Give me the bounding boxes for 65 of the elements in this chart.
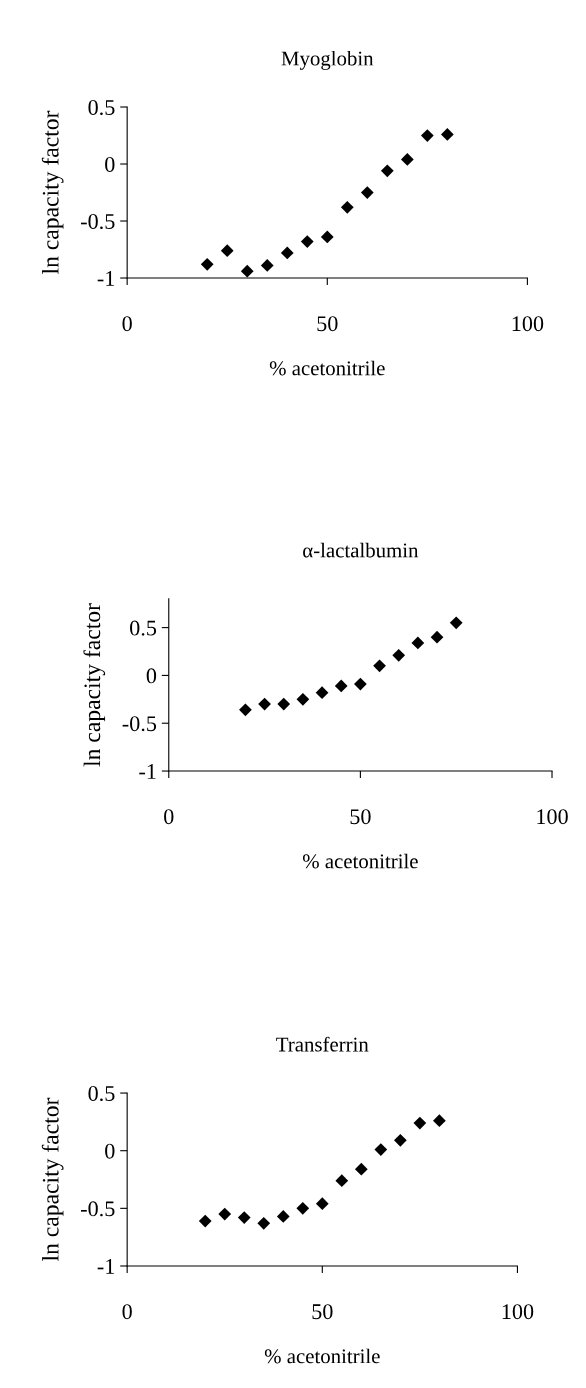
point [257, 1216, 271, 1230]
y-tick-label: -1 [139, 764, 156, 779]
y-tick-label: 0 [146, 668, 157, 684]
point [320, 230, 334, 244]
y-tick-label: -1 [97, 271, 115, 286]
point [430, 630, 444, 644]
x-tick-label: 50 [317, 316, 338, 332]
y-tick-label: -0.5 [81, 213, 115, 230]
point [296, 1201, 310, 1215]
point [258, 697, 271, 711]
point [280, 246, 294, 260]
x-axis-title: % acetonitrile [302, 853, 418, 869]
point [413, 1116, 427, 1130]
x-tick-label: 100 [537, 809, 568, 825]
point [335, 1174, 349, 1188]
point [393, 1133, 407, 1147]
chart-title: α-lactalbumin [303, 542, 419, 558]
x-tick-label: 100 [512, 316, 544, 332]
point [315, 686, 329, 699]
point [433, 1114, 446, 1128]
x-tick-label: 0 [164, 809, 174, 825]
point [300, 235, 314, 248]
point [200, 257, 214, 271]
point [260, 259, 274, 272]
x-axis-title: % acetonitrile [264, 1348, 380, 1364]
point [411, 636, 425, 650]
point [277, 697, 291, 711]
x-tick-label: 50 [312, 1304, 333, 1320]
point [354, 1162, 368, 1176]
y-tick-label: 0 [105, 1143, 115, 1159]
y-axis-title: ln capacity factor [41, 110, 64, 274]
point [374, 1143, 388, 1156]
point [449, 616, 463, 630]
point [220, 244, 234, 258]
y-tick-label: -1 [97, 1259, 115, 1274]
y-tick-label: 0.5 [88, 1085, 115, 1102]
point [239, 703, 252, 717]
point [340, 200, 354, 214]
y-axis-title: ln capacity factor [83, 603, 106, 767]
point [360, 186, 374, 199]
x-tick-label: 50 [350, 809, 371, 825]
point [440, 128, 454, 141]
point [420, 129, 434, 142]
point [315, 1197, 329, 1211]
point [296, 692, 310, 706]
point [380, 164, 394, 178]
y-tick-label: -0.5 [122, 716, 157, 732]
point [276, 1210, 290, 1223]
y-axis-title: ln capacity factor [41, 1097, 64, 1261]
y-tick-label: 0.5 [88, 99, 115, 116]
x-tick-label: 100 [502, 1304, 534, 1320]
chart-title: Transferrin [276, 1036, 369, 1052]
y-tick-label: -0.5 [81, 1201, 115, 1217]
x-axis-title: % acetonitrile [269, 360, 385, 376]
point [392, 648, 406, 662]
point [218, 1207, 232, 1221]
chart-title: Myoglobin [281, 50, 374, 70]
point [237, 1211, 251, 1224]
point [373, 659, 386, 673]
point [240, 264, 254, 278]
point [400, 153, 414, 166]
y-tick-label: 0.5 [130, 620, 157, 636]
y-tick-label: 0 [105, 156, 115, 172]
point [334, 679, 348, 693]
point [198, 1214, 212, 1228]
